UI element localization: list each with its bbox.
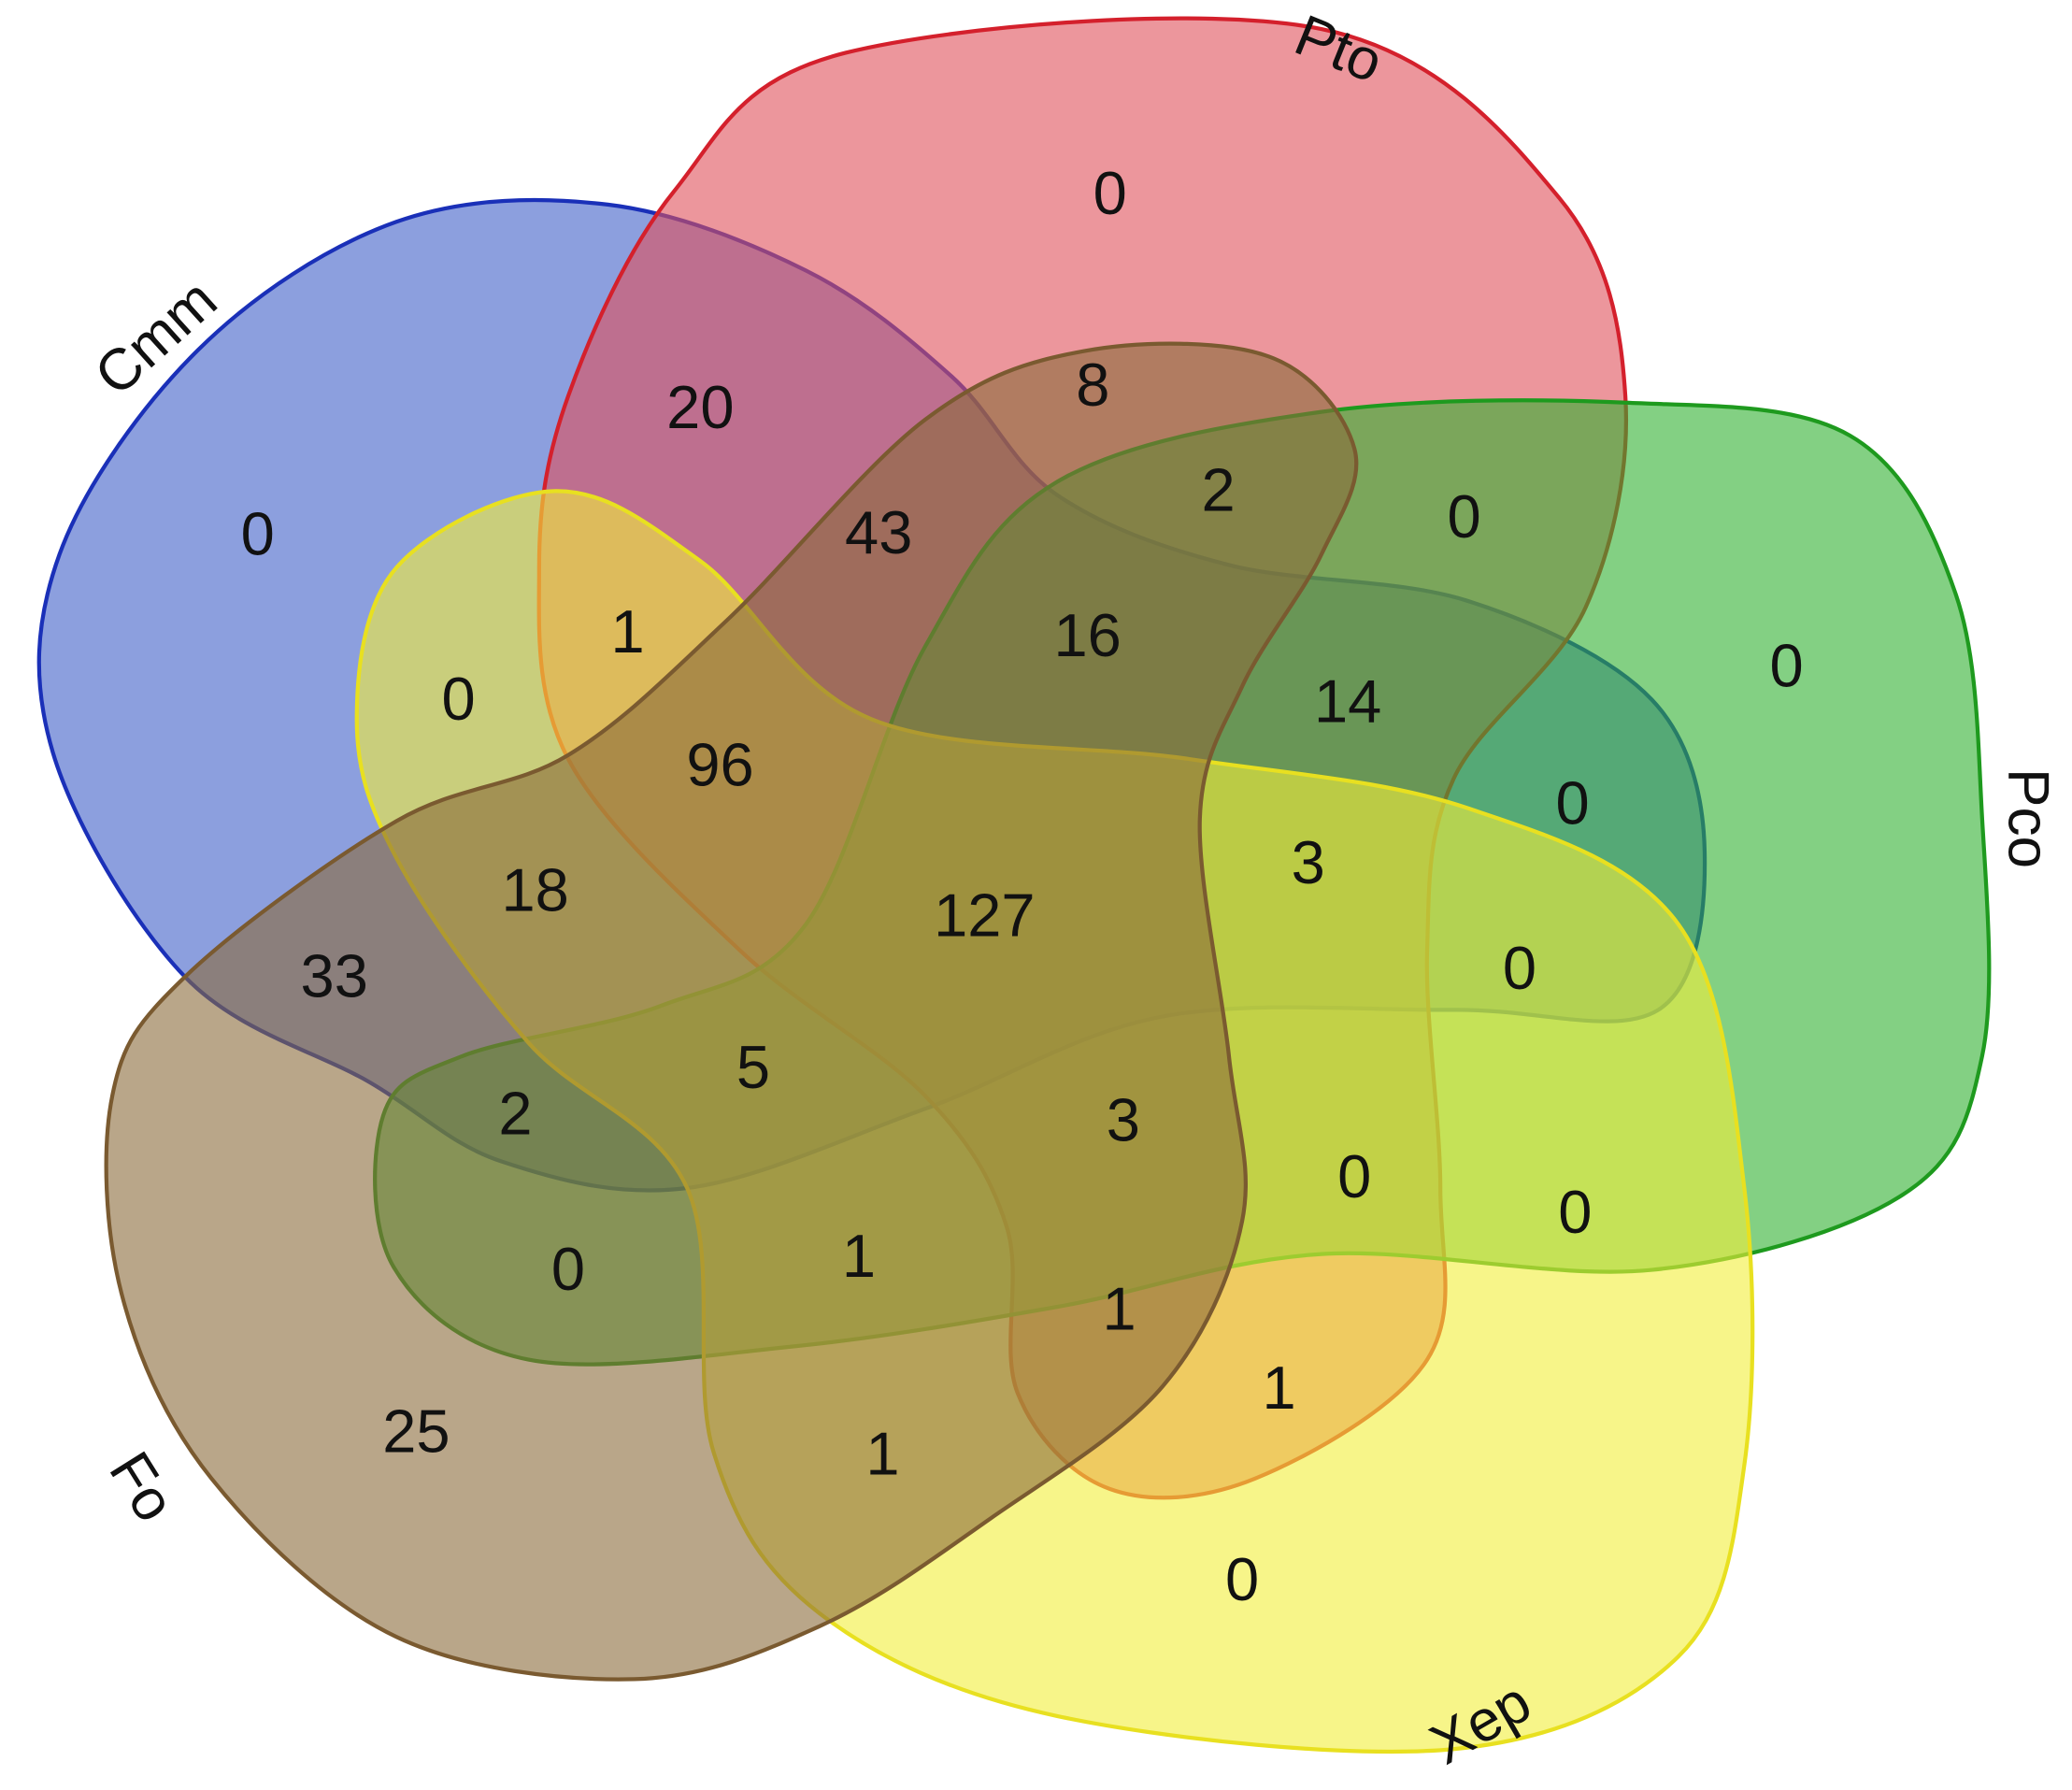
region-count: 2 (1202, 456, 1236, 524)
region-count: 0 (1555, 768, 1589, 837)
region-count: 43 (845, 498, 912, 566)
region-count: 0 (1558, 1178, 1592, 1246)
region-count: 16 (1053, 601, 1121, 669)
region-count: 20 (666, 373, 734, 441)
region-count: 5 (736, 1033, 770, 1101)
region-count: 0 (442, 665, 476, 733)
region-count: 0 (1503, 934, 1536, 1002)
region-count: 0 (1337, 1142, 1371, 1210)
region-count: 3 (1292, 828, 1325, 896)
region-count: 0 (551, 1235, 585, 1303)
region-count: 14 (1314, 667, 1381, 736)
region-count: 96 (686, 731, 753, 799)
region-count: 18 (501, 856, 568, 924)
region-count: 1 (1263, 1353, 1296, 1422)
set-label: Pco (1996, 768, 2061, 868)
region-count: 1 (1102, 1274, 1136, 1342)
region-count: 8 (1076, 351, 1109, 419)
region-count: 25 (382, 1397, 450, 1466)
region-count: 0 (1225, 1545, 1259, 1613)
region-count: 1 (611, 597, 645, 666)
region-count: 33 (301, 941, 368, 1010)
region-count: 0 (1448, 482, 1481, 551)
region-count: 0 (1093, 159, 1127, 227)
region-count: 0 (241, 499, 275, 567)
region-count: 1 (842, 1222, 876, 1290)
region-count: 2 (498, 1079, 532, 1147)
set-shape (104, 341, 1359, 1682)
region-count: 127 (934, 881, 1036, 950)
region-count: 1 (865, 1420, 899, 1488)
region-count: 0 (1770, 632, 1804, 700)
set-label: Fo (96, 1441, 187, 1533)
region-count: 3 (1107, 1085, 1140, 1153)
